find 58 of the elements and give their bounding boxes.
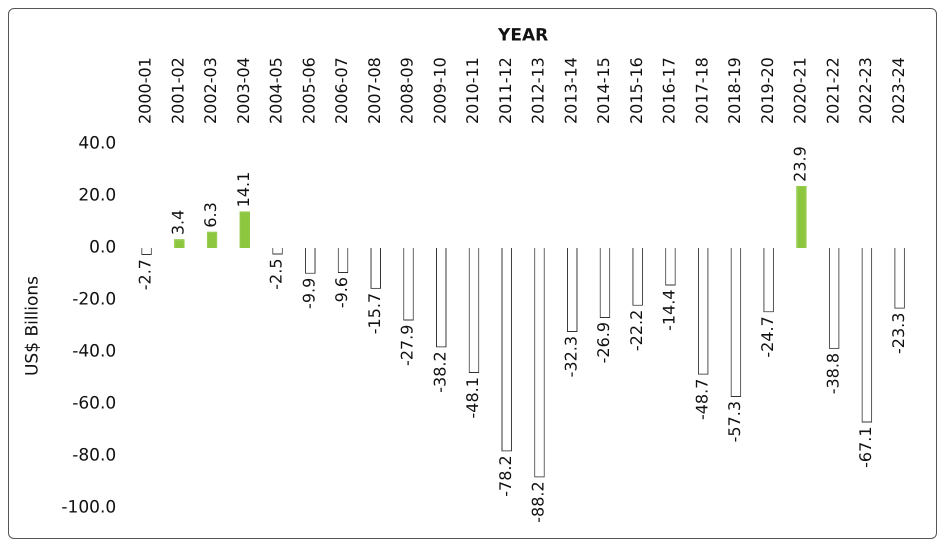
data-label: -38.8 — [823, 352, 842, 394]
data-label: 23.9 — [790, 146, 810, 182]
data-label: -2.5 — [266, 258, 286, 290]
x-axis-title: YEAR — [497, 25, 548, 46]
x-tick-label: 2015-16 — [626, 57, 646, 124]
data-label: -57.3 — [725, 400, 744, 442]
data-label: -48.7 — [692, 378, 712, 420]
data-label: -23.3 — [888, 312, 908, 354]
data-label: -14.4 — [660, 289, 679, 331]
x-tick-label: 2013-14 — [561, 57, 580, 124]
data-label: -78.2 — [496, 455, 515, 497]
x-tick-label: 2023-24 — [888, 57, 908, 124]
y-tick-label: 0.0 — [89, 237, 116, 258]
x-tick-label: 2021-22 — [823, 57, 842, 124]
y-tick-label: -60.0 — [72, 393, 116, 414]
x-tick-label: 2009-10 — [430, 57, 450, 124]
data-label: -22.2 — [626, 310, 646, 352]
data-label: -15.7 — [364, 292, 384, 334]
data-label: -24.7 — [758, 316, 777, 358]
data-label: -38.2 — [430, 351, 450, 393]
x-tick-label: 2011-12 — [496, 57, 515, 124]
x-tick-label: 2006-07 — [332, 57, 352, 124]
y-tick-label: -20.0 — [72, 289, 116, 310]
x-tick-label: 2020-21 — [790, 57, 810, 124]
x-tick-label: 2000-01 — [136, 57, 155, 124]
data-label: -27.9 — [398, 324, 417, 366]
y-axis-title: US$ Billions — [22, 276, 43, 376]
data-label: -32.3 — [561, 336, 580, 378]
x-tick-label: 2002-03 — [201, 57, 220, 124]
x-tick-label: 2017-18 — [692, 57, 712, 124]
data-label: -9.9 — [299, 278, 318, 309]
x-tick-label: 2004-05 — [266, 57, 286, 124]
data-label: 14.1 — [234, 172, 253, 208]
data-label: 6.3 — [201, 202, 220, 228]
data-label: 3.4 — [168, 210, 188, 236]
data-label: -9.6 — [332, 276, 352, 308]
x-tick-label: 2003-04 — [234, 57, 253, 124]
y-tick-label: -80.0 — [72, 445, 116, 466]
y-tick-label: 20.0 — [78, 185, 116, 206]
x-tick-label: 2008-09 — [398, 57, 417, 124]
x-tick-label: 2022-23 — [856, 57, 876, 124]
data-label: -26.9 — [594, 322, 614, 364]
y-tick-label: -40.0 — [72, 341, 116, 362]
y-tick-label: -100.0 — [61, 497, 116, 518]
x-tick-label: 2018-19 — [725, 57, 744, 124]
x-tick-label: 2012-13 — [528, 57, 548, 124]
data-label: -2.7 — [136, 259, 155, 290]
x-tick-label: 2005-06 — [299, 57, 318, 124]
y-tick-label: 40.0 — [78, 133, 116, 154]
x-tick-label: 2014-15 — [594, 57, 614, 124]
x-tick-label: 2019-20 — [758, 57, 777, 124]
data-label: -67.1 — [856, 426, 876, 468]
data-label: -48.1 — [463, 377, 482, 418]
x-tick-label: 2001-02 — [168, 57, 188, 124]
x-tick-label: 2016-17 — [660, 57, 679, 124]
x-tick-label: 2007-08 — [364, 57, 384, 124]
data-label: -88.2 — [528, 481, 548, 523]
x-tick-label: 2010-11 — [463, 57, 482, 124]
